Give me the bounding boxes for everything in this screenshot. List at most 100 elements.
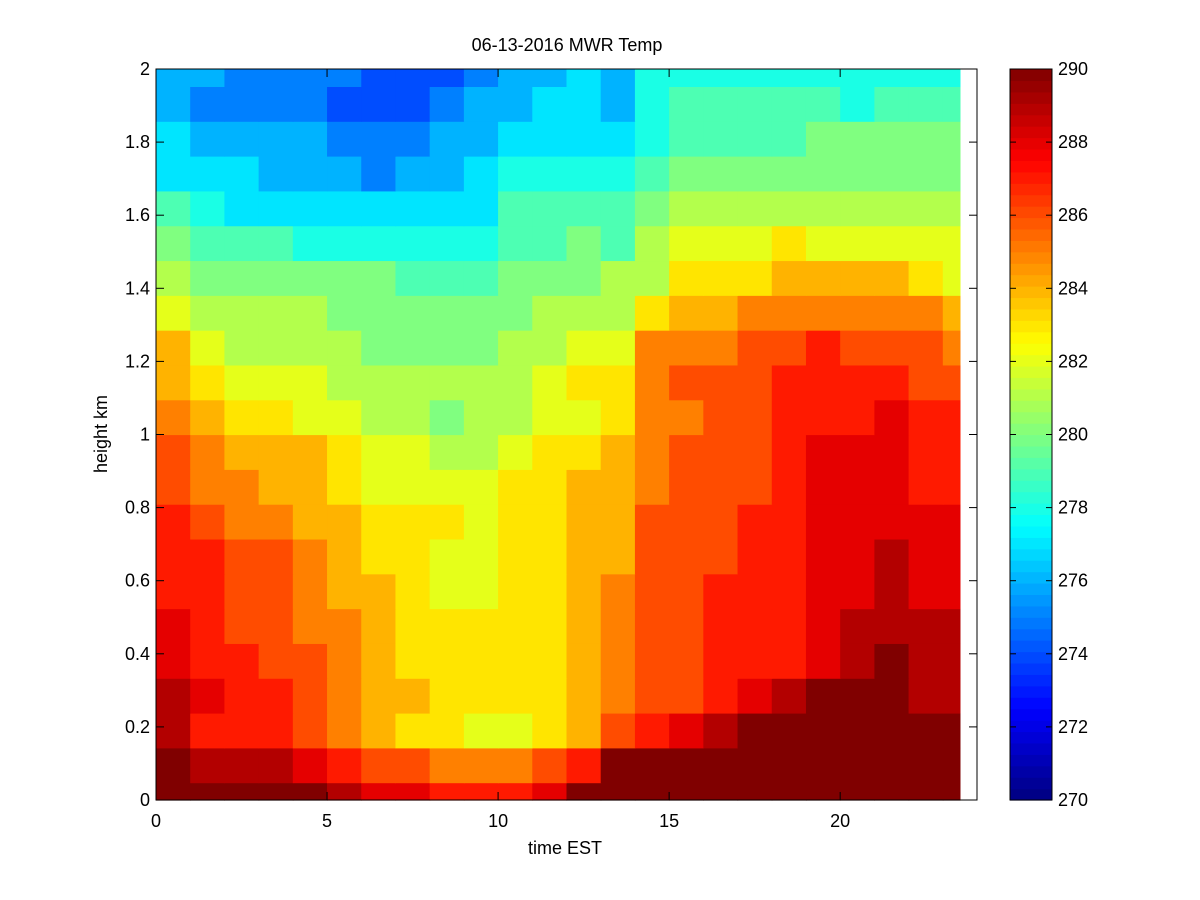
heatmap-cell <box>669 538 704 575</box>
heatmap-cell <box>429 782 465 801</box>
heatmap-cell <box>258 782 294 801</box>
colorbar-segment <box>1010 731 1052 744</box>
heatmap-cell <box>771 69 807 87</box>
heatmap-cell <box>498 399 533 436</box>
colorbar-tick-label: 272 <box>1058 717 1088 737</box>
heatmap-cell <box>600 190 636 227</box>
heatmap-cell <box>737 156 773 192</box>
heatmap-cell <box>737 678 773 714</box>
heatmap-cell <box>156 782 191 801</box>
colorbar-segment <box>1010 754 1052 767</box>
heatmap-cell <box>874 712 910 749</box>
colorbar-segment <box>1010 697 1052 710</box>
heatmap-cell <box>463 330 499 366</box>
heatmap-cell <box>292 643 328 679</box>
heatmap-cell <box>532 69 568 87</box>
heatmap-cell <box>600 330 636 366</box>
heatmap-cell <box>429 469 465 505</box>
heatmap-cell <box>156 399 191 436</box>
heatmap-cell <box>532 190 568 227</box>
colorbar-tick-label: 278 <box>1058 498 1088 518</box>
heatmap-cell <box>361 399 397 436</box>
heatmap-cell <box>669 295 704 331</box>
heatmap-cell <box>327 364 362 401</box>
heatmap-cell <box>292 504 328 540</box>
heatmap-cell <box>634 469 670 505</box>
heatmap-cell <box>463 156 499 192</box>
heatmap-cell <box>771 295 807 331</box>
heatmap-cell <box>532 86 568 122</box>
heatmap-cell <box>566 573 602 610</box>
heatmap-cell <box>566 190 602 227</box>
heatmap-cell <box>361 295 397 331</box>
heatmap-cell <box>361 434 397 470</box>
heatmap-cell <box>361 747 397 784</box>
heatmap-cell <box>532 121 568 157</box>
heatmap-cell <box>156 190 191 227</box>
heatmap-cell <box>771 643 807 679</box>
heatmap-cell <box>156 608 191 644</box>
heatmap-cell <box>429 608 465 644</box>
heatmap-cell <box>600 678 636 714</box>
heatmap-cell <box>463 364 499 401</box>
heatmap-cell <box>224 260 260 296</box>
heatmap-cell <box>908 643 944 679</box>
heatmap-cell <box>840 190 875 227</box>
y-tick-label: 0 <box>140 790 150 810</box>
heatmap-cell <box>942 156 961 192</box>
heatmap-cell <box>669 608 704 644</box>
heatmap-cell <box>429 86 465 122</box>
heatmap-cell <box>361 156 397 192</box>
heatmap-cell <box>703 538 739 575</box>
colorbar-segment <box>1010 468 1052 481</box>
heatmap-cell <box>395 678 431 714</box>
heatmap-cell <box>805 538 841 575</box>
heatmap-cell <box>156 538 191 575</box>
x-tick-label: 15 <box>659 811 679 831</box>
heatmap-cell <box>703 434 739 470</box>
heatmap-cell <box>224 399 260 436</box>
heatmap-cell <box>532 712 568 749</box>
heatmap-cell <box>463 643 499 679</box>
heatmap-cell <box>703 712 739 749</box>
heatmap-cell <box>840 69 875 87</box>
heatmap-cell <box>669 747 704 784</box>
heatmap-cell <box>942 364 961 401</box>
colorbar-segment <box>1010 560 1052 573</box>
heatmap-cell <box>292 260 328 296</box>
heatmap-cell <box>224 747 260 784</box>
y-tick-label: 1.2 <box>125 351 150 371</box>
heatmap-cell <box>908 364 944 401</box>
heatmap-cell <box>669 643 704 679</box>
heatmap-cell <box>805 469 841 505</box>
heatmap-cell <box>840 608 875 644</box>
heatmap-cell <box>566 225 602 262</box>
heatmap-cell <box>498 643 533 679</box>
heatmap-cell <box>224 712 260 749</box>
heatmap-cell <box>292 747 328 784</box>
heatmap-cell <box>190 156 226 192</box>
heatmap-cell <box>942 69 961 87</box>
heatmap-cell <box>532 608 568 644</box>
heatmap-cell <box>634 538 670 575</box>
x-tick-label: 10 <box>488 811 508 831</box>
colorbar-segment <box>1010 365 1052 378</box>
heatmap-cell <box>224 643 260 679</box>
heatmap-cell <box>463 121 499 157</box>
heatmap-cell <box>258 678 294 714</box>
colorbar-segment <box>1010 788 1052 801</box>
heatmap-cell <box>429 434 465 470</box>
heatmap-cell <box>703 69 739 87</box>
heatmap-cell <box>429 225 465 262</box>
heatmap-cell <box>327 260 362 296</box>
heatmap-cell <box>190 260 226 296</box>
heatmap-cell <box>566 469 602 505</box>
heatmap-cell <box>805 712 841 749</box>
heatmap-cell <box>805 190 841 227</box>
heatmap-cell <box>190 69 226 87</box>
heatmap-cell <box>840 573 875 610</box>
colorbar-segment <box>1010 640 1052 653</box>
heatmap-cell <box>327 643 362 679</box>
heatmap-cell <box>429 69 465 87</box>
y-tick-label: 1.4 <box>125 278 150 298</box>
